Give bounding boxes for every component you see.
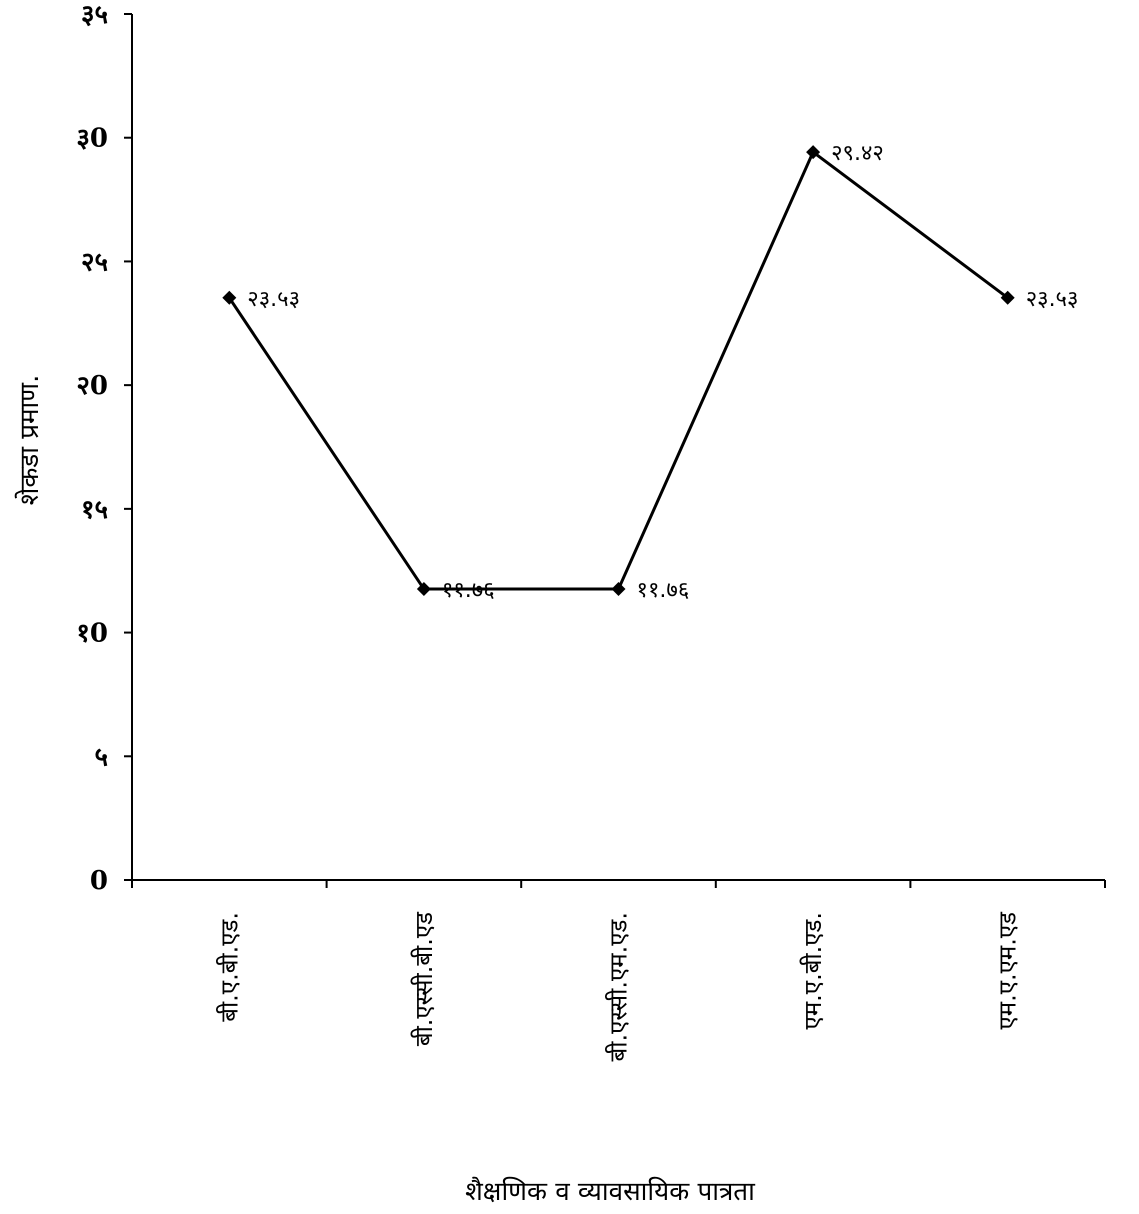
data-point-marker [1000, 290, 1015, 305]
y-tick-label: १0 [76, 619, 108, 649]
y-tick-label: २0 [76, 371, 108, 401]
series-line [222, 145, 1015, 597]
data-value-label: २९.४२ [831, 141, 884, 166]
y-tick-label: ३0 [76, 124, 108, 154]
x-category-label: एम.ए.बी.एड. [799, 912, 827, 1029]
data-value-label: ११.७६ [637, 578, 690, 603]
x-axis-title: शैक्षणिक व व्यावसायिक पात्रता [465, 1176, 756, 1207]
data-point-marker [806, 145, 821, 160]
y-tick-label: 0 [90, 866, 108, 896]
y-tick-label: ५ [94, 742, 108, 772]
x-category-label: बी.एस्सी.एम.एड. [605, 912, 633, 1061]
data-value-label: २३.५३ [1026, 287, 1079, 312]
x-category-label: बी.ए.बी.एड. [215, 912, 243, 1022]
data-value-label: ११.७६ [442, 578, 495, 603]
labels: बी.ए.बी.एड. बी.एस्सी.बी.एड बी.एस्सी.एम.एड.… [215, 141, 1078, 1061]
y-axis-title: शेकडा प्रमाण. [14, 375, 45, 506]
x-category-label: एम.ए.एम.एड [994, 911, 1022, 1030]
y-tick-label: ३५ [81, 0, 108, 30]
data-point-marker [611, 582, 626, 597]
x-category-label: बी.एस्सी.बी.एड [410, 911, 438, 1046]
data-value-label: २३.५३ [247, 287, 300, 312]
data-point-marker [222, 290, 237, 305]
axes: 0 ५ १0 १५ २0 २५ ३0 ३५ [76, 0, 1106, 896]
y-tick-label: २५ [81, 247, 108, 277]
data-point-marker [416, 582, 431, 597]
y-tick-label: १५ [81, 495, 108, 525]
series-polyline [228, 149, 1009, 591]
